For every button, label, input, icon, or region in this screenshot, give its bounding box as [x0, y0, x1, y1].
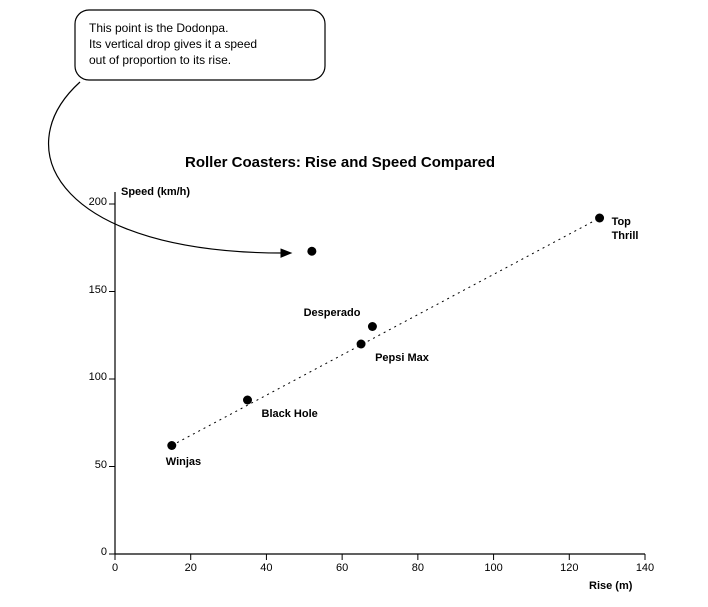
y-axis-label: Speed (km/h) — [121, 186, 190, 198]
callout-text: This point is the Dodonpa.Its vertical d… — [89, 20, 315, 69]
y-tick-150: 150 — [67, 284, 107, 296]
x-tick-120: 120 — [549, 562, 589, 574]
point-label-4-0: Top — [612, 216, 631, 228]
x-tick-0: 0 — [95, 562, 135, 574]
scatter-chart — [0, 0, 708, 607]
chart-container: { "chart": { "type": "scatter", "title":… — [0, 0, 708, 607]
point-label-2-0: Pepsi Max — [375, 352, 429, 364]
point-label-0-0: Winjas — [166, 456, 201, 468]
y-tick-100: 100 — [67, 371, 107, 383]
x-tick-100: 100 — [474, 562, 514, 574]
x-tick-20: 20 — [171, 562, 211, 574]
x-tick-80: 80 — [398, 562, 438, 574]
y-tick-0: 0 — [67, 546, 107, 558]
x-tick-60: 60 — [322, 562, 362, 574]
point-label-4-1: Thrill — [612, 230, 639, 242]
x-tick-140: 140 — [625, 562, 665, 574]
chart-title: Roller Coasters: Rise and Speed Compared — [185, 154, 495, 171]
x-axis-label: Rise (m) — [589, 580, 632, 592]
x-tick-40: 40 — [246, 562, 286, 574]
y-tick-50: 50 — [67, 459, 107, 471]
point-label-1-0: Black Hole — [262, 408, 318, 420]
y-tick-200: 200 — [67, 196, 107, 208]
point-label-3-0: Desperado — [240, 307, 360, 319]
